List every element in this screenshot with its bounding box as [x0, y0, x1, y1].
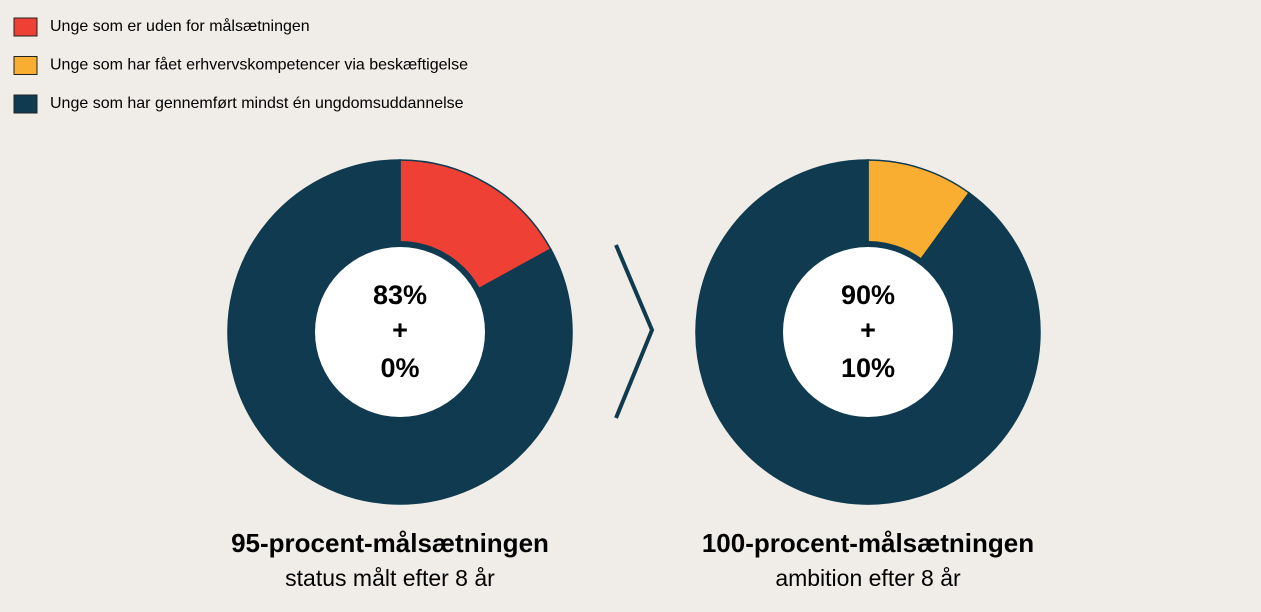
pie-slice [695, 159, 1041, 505]
center-label: 0% [380, 353, 419, 383]
center-label: 90% [841, 280, 895, 310]
chevron-arrow [614, 244, 655, 419]
chart-title: 95-procent-målsætningen [231, 528, 549, 558]
center-operator: + [392, 315, 408, 345]
chart-subtitle: status målt efter 8 år [285, 565, 495, 591]
chart-subtitle: ambition efter 8 år [775, 565, 961, 591]
center-operator: + [860, 315, 876, 345]
legend-label: Unge som har fået erhvervskompetencer vi… [50, 56, 468, 74]
legend-label: Unge som er uden for målsætningen [50, 17, 310, 35]
legend-label: Unge som har gennemført mindst én ungdom… [50, 95, 464, 112]
legend-swatch [13, 94, 38, 114]
center-label: 10% [841, 353, 895, 383]
center-label: 83% [373, 280, 427, 310]
legend-swatch [13, 17, 38, 37]
donut-hole [783, 247, 953, 417]
legend-swatch [13, 56, 38, 75]
chart-title: 100-procent-målsætningen [702, 528, 1034, 558]
donut-hole [315, 247, 485, 417]
